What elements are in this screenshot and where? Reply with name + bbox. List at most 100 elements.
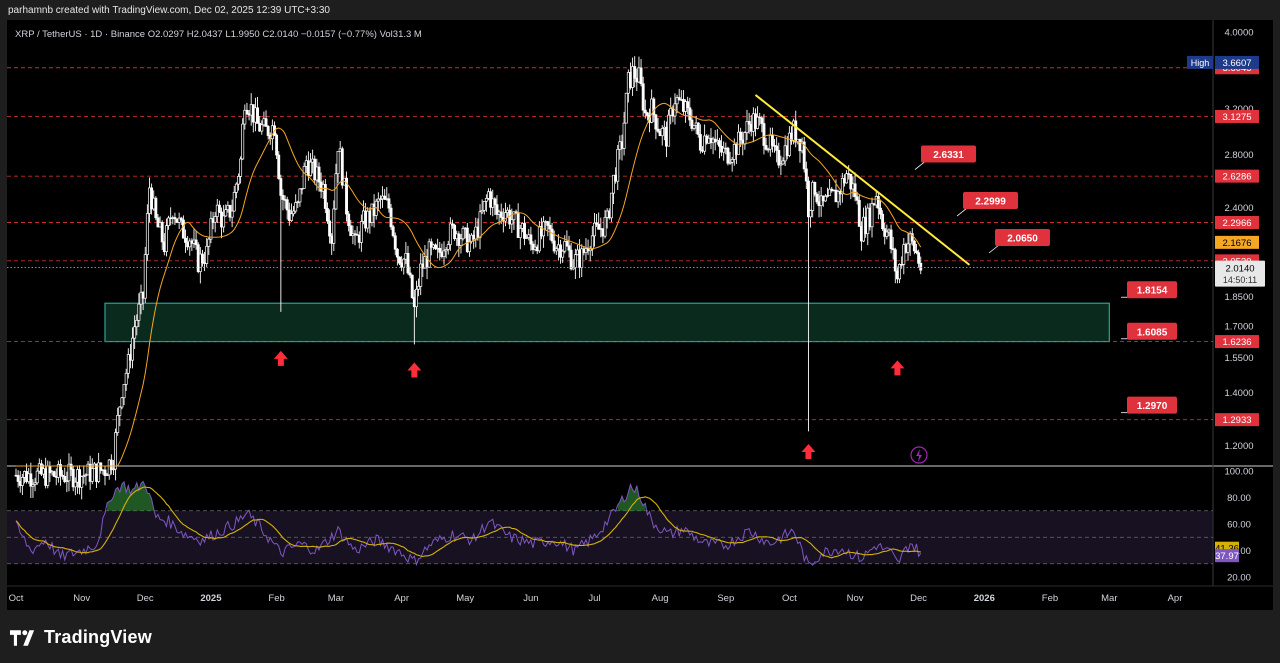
candle-body — [378, 198, 382, 200]
candle-body — [264, 118, 268, 127]
candle — [686, 96, 690, 115]
candle-body — [718, 140, 721, 147]
candle-body — [16, 475, 20, 482]
time-tick-label: Sep — [717, 593, 734, 604]
candle — [446, 240, 450, 255]
candle-body — [686, 101, 690, 109]
candle — [340, 146, 344, 189]
candle-body — [461, 228, 465, 240]
candle-body — [279, 178, 283, 196]
candle-body — [184, 237, 187, 243]
candle-body — [510, 219, 514, 225]
candle — [893, 247, 897, 284]
time-tick-label: Oct — [782, 593, 797, 604]
candle-body — [109, 459, 113, 470]
candle-body — [31, 484, 35, 487]
candle — [660, 125, 664, 146]
price-tick-label: 3.2000 — [1224, 104, 1253, 115]
candle-body — [688, 107, 692, 121]
candle-body — [840, 177, 844, 195]
candle-body — [131, 337, 134, 361]
candle-body — [52, 471, 56, 477]
candle — [465, 223, 469, 254]
candle-body — [205, 245, 209, 264]
level-callout: 2.2999 — [956, 192, 1018, 217]
up-arrow-icon — [273, 350, 288, 366]
candle-body — [402, 258, 406, 268]
candle-body — [160, 222, 164, 243]
time-tick-label: Jun — [523, 593, 538, 604]
candle — [63, 467, 67, 484]
candle-body — [118, 406, 122, 416]
price-tick-label: 2.4000 — [1224, 203, 1253, 214]
candle — [328, 209, 332, 244]
candle — [205, 237, 209, 267]
candle — [745, 109, 749, 141]
candle — [137, 293, 141, 327]
candle — [898, 263, 902, 284]
candle — [639, 59, 643, 87]
candle-body — [722, 147, 726, 153]
candle — [728, 151, 732, 165]
candle — [484, 194, 488, 212]
candle-body — [811, 181, 815, 211]
candle-body — [692, 125, 696, 129]
time-tick-label: 2026 — [974, 593, 995, 604]
candle — [806, 176, 810, 432]
candle-body — [29, 473, 33, 487]
candle — [46, 460, 50, 489]
level-axis-tag: 2.6286 — [1215, 169, 1259, 183]
level-axis-tag: 2.2966 — [1215, 216, 1259, 230]
chart-area[interactable]: 2.6331 2.2999 2.0650 1.8154 1.6085 1.2970 4.00… — [7, 20, 1273, 610]
time-tick-label: Apr — [1168, 593, 1183, 604]
candle — [256, 97, 259, 124]
candle — [323, 179, 327, 214]
chart-canvas[interactable]: 2.6331 2.2999 2.0650 1.8154 1.6085 1.2970 4.00… — [7, 20, 1273, 610]
tradingview-logo-icon — [10, 629, 35, 646]
candle — [234, 182, 238, 199]
candle — [135, 314, 139, 336]
candle-body — [523, 223, 526, 239]
high-marker-value-bg — [1215, 55, 1259, 69]
candle — [879, 199, 882, 220]
callout-label: 2.0650 — [1007, 233, 1038, 244]
callout-box — [921, 145, 976, 163]
candle — [232, 185, 236, 212]
candle-body — [444, 249, 448, 252]
rsi-value-tag: 37.97 — [1215, 549, 1239, 563]
candle-body — [777, 150, 781, 166]
candle-body — [728, 161, 732, 164]
candle-body — [781, 160, 785, 165]
candle-body — [787, 132, 791, 156]
candle-body — [739, 131, 743, 141]
rsi-line — [15, 480, 922, 567]
candle — [73, 477, 77, 496]
tradingview-logo-text: TradingView — [44, 627, 152, 647]
candle-body — [116, 415, 120, 433]
candle-body — [419, 263, 423, 287]
candle — [597, 212, 601, 230]
candle-body — [417, 285, 421, 290]
candle-body — [167, 217, 171, 227]
candle — [143, 246, 147, 303]
level-axis-tag: 3.1275 — [1215, 109, 1259, 123]
candle — [677, 88, 681, 101]
candle-body — [213, 216, 217, 223]
candle — [179, 216, 183, 225]
symbol-legend[interactable]: XRP / TetherUS · 1D · Binance O2.0297 H2… — [15, 29, 422, 40]
candle-body — [548, 225, 552, 230]
tradingview-logo[interactable]: TradingView — [10, 627, 152, 648]
up-arrow-icon — [801, 444, 816, 459]
candle — [173, 212, 177, 226]
candle-body — [756, 116, 760, 129]
candle-body — [332, 208, 336, 244]
candle-body — [641, 83, 645, 111]
candle — [667, 109, 671, 147]
candle-body — [395, 248, 399, 258]
candle-body — [885, 231, 889, 237]
candle-body — [33, 482, 37, 485]
up-arrow-icon — [890, 360, 905, 376]
candle — [131, 327, 134, 369]
candle-body — [622, 122, 626, 149]
candle — [65, 471, 69, 493]
